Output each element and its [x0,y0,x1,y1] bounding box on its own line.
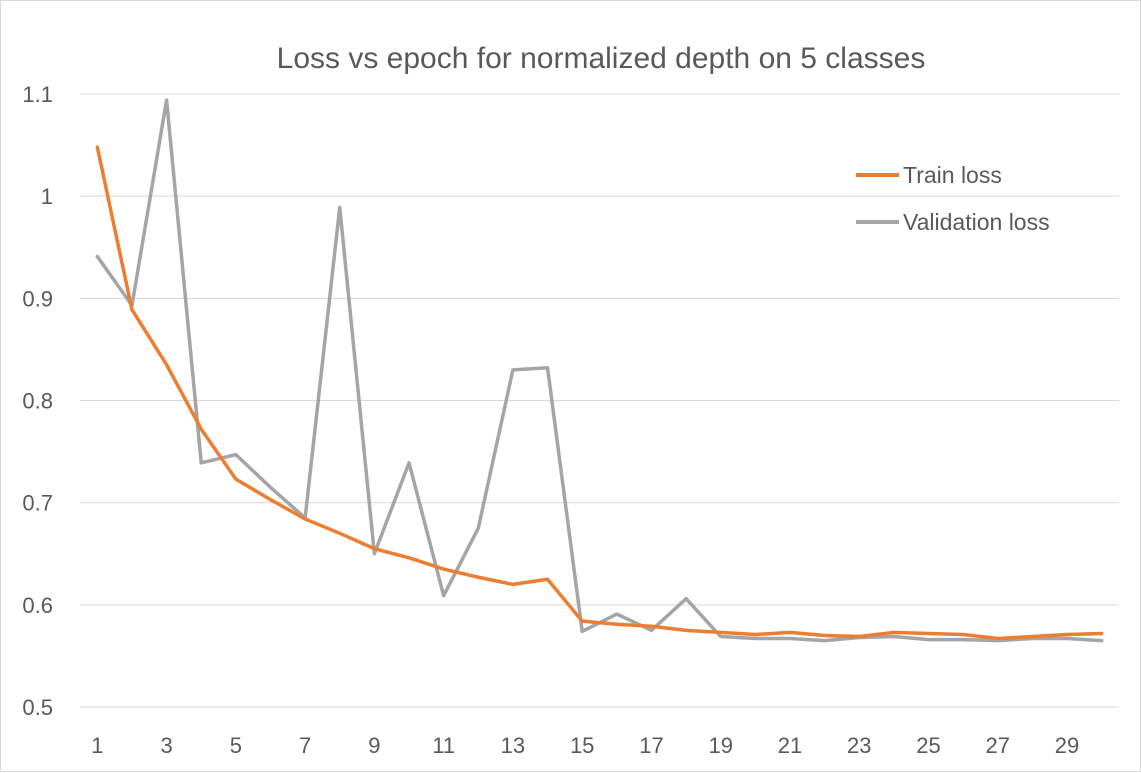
gridlines [80,93,1119,708]
x-tick-label: 7 [299,733,311,758]
y-tick-label: 0.5 [22,695,53,720]
x-tick-label: 29 [1055,733,1079,758]
x-tick-label: 15 [570,733,594,758]
y-tick-label: 1 [41,184,53,209]
y-tick-label: 0.7 [22,491,53,516]
y-tick-label: 0.9 [22,286,53,311]
y-axis-ticks: 0.5 0.6 0.7 0.8 0.9 1 1.1 [22,82,53,720]
x-tick-label: 17 [639,733,663,758]
series-line-train-loss [95,145,1104,641]
y-tick-label: 0.6 [22,593,53,618]
legend: Train loss Validation loss [856,162,1050,235]
legend-label: Train loss [903,162,1002,188]
legend-label: Validation loss [903,209,1050,235]
chart-title: Loss vs epoch for normalized depth on 5 … [277,42,926,75]
x-tick-label: 13 [501,733,525,758]
x-tick-label: 9 [368,733,380,758]
x-tick-label: 21 [778,733,802,758]
y-tick-label: 0.8 [22,389,53,414]
x-tick-label: 1 [91,733,103,758]
x-tick-label: 3 [160,733,172,758]
x-axis-ticks: 1 3 5 7 9 11 13 15 17 19 21 23 25 27 29 [91,733,1079,758]
y-tick-label: 1.1 [22,82,53,107]
series-lines [95,98,1104,643]
x-tick-label: 23 [847,733,871,758]
x-tick-label: 5 [230,733,242,758]
x-tick-label: 25 [916,733,940,758]
x-tick-label: 11 [432,733,455,758]
x-tick-label: 27 [986,733,1010,758]
x-tick-label: 19 [708,733,732,758]
